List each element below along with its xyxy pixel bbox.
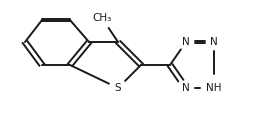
Text: N: N — [210, 37, 218, 47]
Text: N: N — [182, 37, 190, 47]
Text: CH₃: CH₃ — [92, 13, 112, 23]
Text: S: S — [115, 83, 121, 93]
Text: N: N — [182, 83, 190, 93]
Text: NH: NH — [206, 83, 222, 93]
